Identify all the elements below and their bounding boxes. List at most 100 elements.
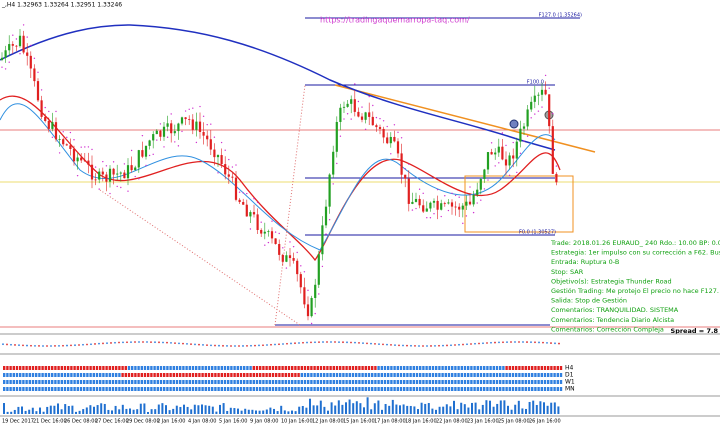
ha-cell (217, 373, 220, 377)
sar-dot (429, 217, 432, 219)
ha-cell (243, 373, 246, 377)
ha-cell (201, 380, 204, 384)
volume-bar (165, 405, 167, 414)
ha-cell (412, 380, 415, 384)
ha-cell (303, 380, 307, 384)
candle-body (242, 202, 245, 205)
ha-cell (348, 380, 351, 384)
ha-cell (28, 366, 31, 370)
osc-dot (550, 342, 552, 344)
candle-body (36, 81, 40, 101)
ha-cell (553, 366, 556, 370)
ha-cell (505, 387, 508, 391)
ha-cell (25, 366, 28, 370)
ha-cell (547, 380, 550, 384)
date-label: 22 Jan 08:00 (436, 419, 468, 425)
osc-dot (362, 342, 364, 345)
ha-cell (444, 373, 447, 377)
osc-dot (26, 344, 28, 347)
osc-dot (174, 342, 176, 345)
ha-cell (6, 387, 9, 391)
osc-dot (426, 345, 428, 347)
ha-cell (467, 380, 470, 384)
osc-dot (554, 342, 556, 345)
ha-cell (207, 366, 211, 370)
ha-cell (265, 373, 268, 377)
ha-cell (476, 380, 479, 384)
volume-bar (201, 404, 203, 414)
ha-cell (70, 366, 73, 370)
osc-dot (2, 343, 4, 346)
ha-cell (252, 387, 255, 391)
sar-dot (170, 113, 172, 115)
ha-cell (38, 380, 41, 384)
candle-body (465, 201, 468, 206)
ha-cell (335, 373, 339, 377)
sar-dot (130, 149, 133, 152)
ha-cell (143, 380, 147, 384)
candle-body (206, 135, 209, 140)
ha-cell (396, 380, 399, 384)
volume-bar (247, 409, 250, 414)
ha-cell (342, 373, 345, 377)
ha-cell (153, 387, 156, 391)
ha-cell (63, 380, 67, 384)
ha-cell (383, 387, 387, 391)
ha-cell (195, 387, 198, 391)
ha-cell (364, 373, 367, 377)
osc-dot (394, 344, 396, 347)
ha-cell (57, 380, 60, 384)
candle-body (512, 155, 515, 159)
osc-dot (170, 341, 172, 344)
ha-label: MN (565, 386, 575, 393)
sar-dot (141, 134, 144, 137)
ha-cell (348, 366, 351, 370)
candle-body (494, 152, 497, 155)
ha-cell (159, 366, 163, 370)
fib-label: F0.0 (1.30527) (519, 230, 556, 236)
ha-cell (409, 366, 412, 370)
ha-cell (319, 380, 323, 384)
candle-body (486, 152, 490, 170)
date-label: 29 Dec 08:00 (126, 419, 160, 425)
sar-dot (145, 164, 147, 167)
ha-cell (230, 373, 233, 377)
volume-bar (226, 410, 229, 414)
candle-body (22, 35, 25, 53)
ha-cell (265, 387, 268, 391)
ha-cell (3, 366, 6, 370)
ha-cell (118, 366, 121, 370)
ha-cell (35, 380, 38, 384)
sar-dot (361, 106, 363, 108)
ha-cell (326, 387, 329, 391)
ha-cell (262, 366, 265, 370)
sar-dot (393, 124, 396, 126)
ha-cell (361, 366, 364, 370)
date-label: 19 Dec 2017 (2, 419, 34, 425)
ha-cell (332, 366, 335, 370)
moving-average-fast (0, 103, 556, 251)
ha-cell (518, 387, 521, 391)
ha-cell (473, 380, 476, 384)
ha-cell (47, 387, 51, 391)
ha-cell (412, 366, 415, 370)
url: https://tradingaquemarropa-taq.com/ (320, 16, 470, 25)
ha-cell (319, 387, 323, 391)
sar-dot (202, 115, 205, 118)
sar-dot (354, 83, 356, 85)
ha-cell (204, 373, 207, 377)
osc-dot (350, 341, 352, 344)
ha-cell (166, 366, 169, 370)
ha-cell (255, 366, 259, 370)
ha-cell (460, 366, 463, 370)
volume-bar (168, 410, 171, 414)
volume-bar (481, 404, 484, 414)
ha-cell (300, 366, 303, 370)
volume-bar (161, 403, 164, 414)
ha-cell (163, 380, 166, 384)
ha-cell (380, 366, 383, 370)
osc-dot (378, 343, 380, 346)
ha-cell (236, 380, 239, 384)
candle-body (555, 173, 558, 183)
ha-cell (105, 373, 108, 377)
